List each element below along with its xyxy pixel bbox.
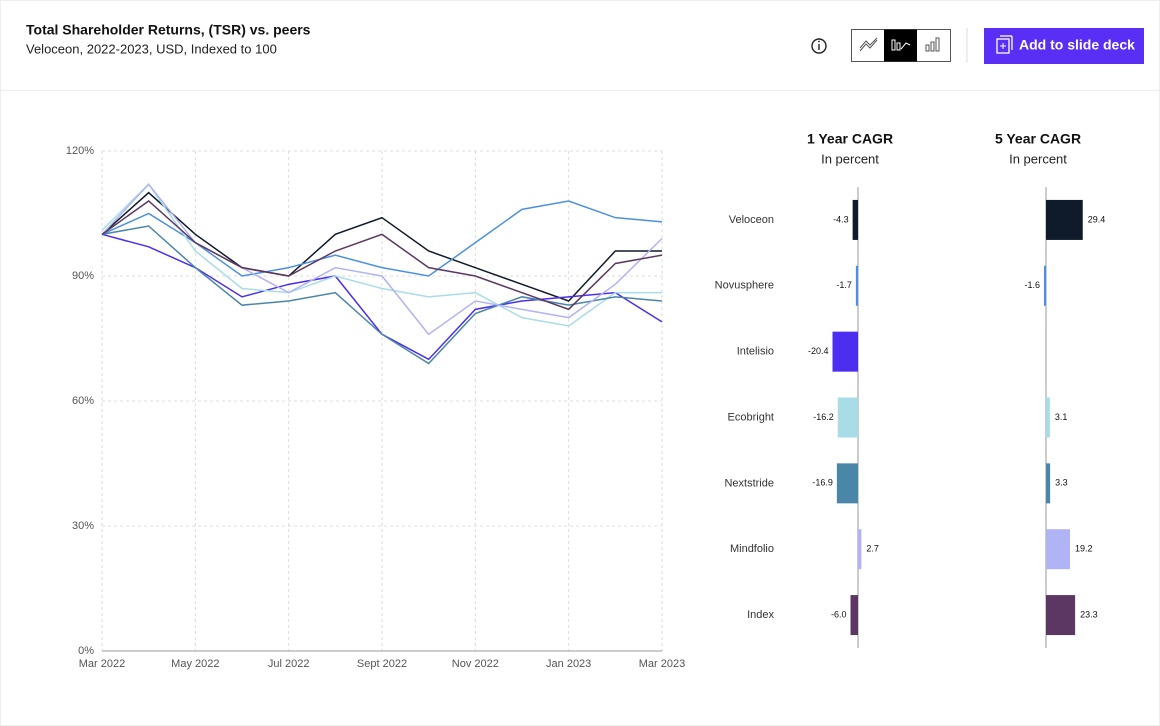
value-label: -16.2 xyxy=(813,412,834,422)
y-tick-label: 60% xyxy=(72,395,94,407)
series-line xyxy=(101,200,663,311)
bar xyxy=(855,265,858,306)
bar xyxy=(1044,265,1046,306)
bar xyxy=(858,529,862,570)
x-tick-label: Jul 2022 xyxy=(268,658,310,670)
value-label: 2.7 xyxy=(866,544,879,554)
view-toggle[interactable] xyxy=(851,29,951,62)
category-label: Veloceon xyxy=(729,214,774,226)
panel-title: 1 Year CAGR xyxy=(807,131,893,147)
x-tick-label: Nov 2022 xyxy=(452,658,499,670)
category-label: Ecobright xyxy=(728,411,774,423)
value-label: 3.3 xyxy=(1055,478,1068,488)
bar xyxy=(1046,463,1051,504)
value-label: -4.3 xyxy=(833,214,849,224)
bar xyxy=(1046,199,1083,240)
bar xyxy=(850,595,858,636)
value-label: -20.4 xyxy=(808,346,829,356)
category-label: Intelisio xyxy=(737,346,774,358)
y-tick-label: 30% xyxy=(72,520,94,532)
value-label: 29.4 xyxy=(1088,214,1106,224)
category-label: Novusphere xyxy=(715,280,774,292)
x-tick-label: May 2022 xyxy=(171,658,219,670)
category-label: Index xyxy=(747,609,774,621)
x-tick-label: Mar 2023 xyxy=(639,658,685,670)
category-label: Mindfolio xyxy=(730,543,774,555)
bar xyxy=(836,463,858,504)
bar xyxy=(837,397,858,438)
value-label: -6.0 xyxy=(831,609,847,619)
value-label: -16.9 xyxy=(812,478,833,488)
panel-subtitle: In percent xyxy=(1009,151,1067,166)
value-label: 19.2 xyxy=(1075,544,1093,554)
x-tick-label: Mar 2022 xyxy=(79,658,125,670)
bar xyxy=(832,331,858,372)
panel-title: 5 Year CAGR xyxy=(995,131,1081,147)
x-tick-label: Jan 2023 xyxy=(546,658,591,670)
series-line xyxy=(101,183,662,327)
info-icon[interactable] xyxy=(811,38,827,54)
bar xyxy=(1046,529,1070,570)
series-line xyxy=(101,225,663,365)
bar xyxy=(1046,397,1050,438)
add-to-slide-deck-button[interactable]: Add to slide deck xyxy=(984,28,1144,64)
category-label: Nextstride xyxy=(724,477,774,489)
value-label: 23.3 xyxy=(1080,609,1098,619)
value-label: 3.1 xyxy=(1055,412,1068,422)
series-line xyxy=(101,191,662,302)
bar xyxy=(1046,595,1076,636)
panel-subtitle: In percent xyxy=(821,151,879,166)
value-label: -1.6 xyxy=(1024,280,1040,290)
header-subtitle: Veloceon, 2022-2023, USD, Indexed to 100 xyxy=(26,41,277,56)
header-title: Total Shareholder Returns, (TSR) vs. pee… xyxy=(26,22,311,38)
x-tick-label: Sept 2022 xyxy=(357,658,407,670)
y-tick-label: 120% xyxy=(66,145,94,157)
button-label[interactable]: Add to slide deck xyxy=(1019,37,1135,53)
bar xyxy=(852,199,858,240)
value-label: -1.7 xyxy=(836,280,852,290)
y-tick-label: 90% xyxy=(72,270,94,282)
y-tick-label: 0% xyxy=(78,645,94,657)
